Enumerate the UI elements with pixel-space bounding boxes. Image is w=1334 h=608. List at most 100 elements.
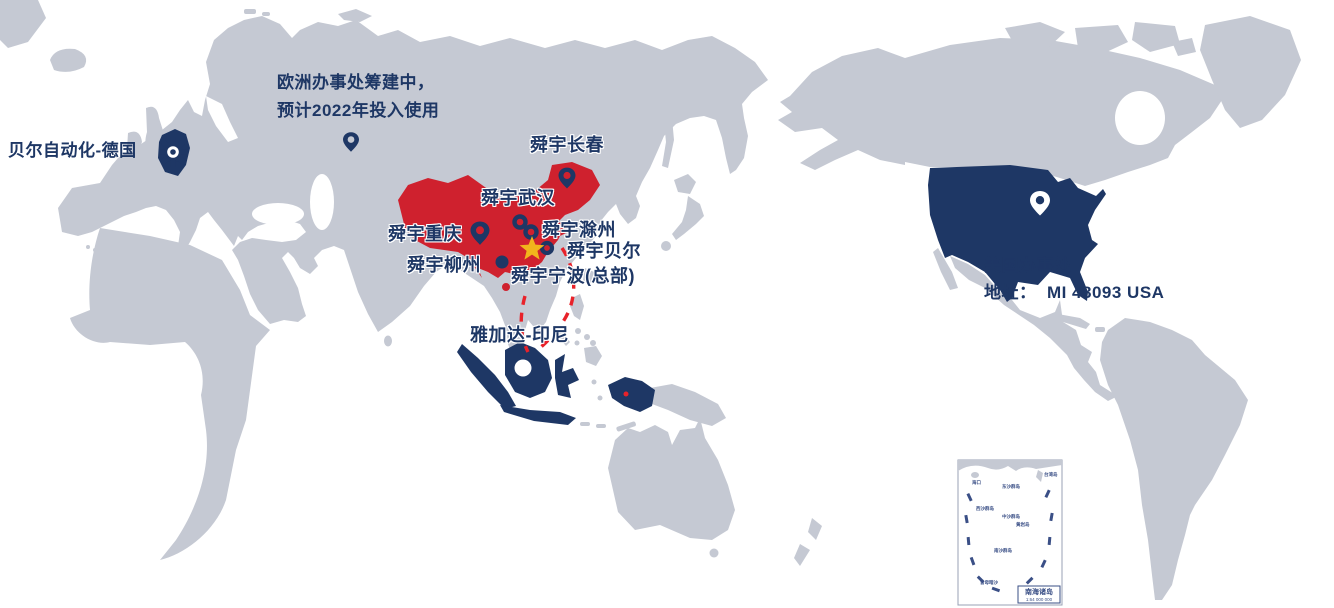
label-changchun: 舜宇长春 (530, 135, 604, 155)
inset-labels: 海口 台湾岛 东沙群岛 西沙群岛 中沙群岛 黄岩岛 南沙群岛 曾母暗沙 (972, 471, 1058, 586)
inset-frame (957, 459, 1063, 606)
landmass-greenland-edge (0, 0, 46, 48)
ring-marker-wuhan (512, 214, 528, 230)
ring-marker-chuzhou (523, 224, 539, 240)
landmass-visayas-4 (590, 340, 596, 346)
inset-label-haikou: 海口 (972, 479, 981, 486)
region-java (500, 405, 576, 425)
landmass-cuba (1058, 314, 1090, 329)
landmass-sri-lanka (384, 335, 392, 347)
landmass-timor (616, 421, 636, 432)
continent-south-america (1100, 318, 1248, 600)
label-chongqing: 舜宇重庆 (388, 224, 462, 244)
navy-countries (158, 129, 1106, 425)
label-germany-office: 贝尔自动化-德国 (8, 141, 137, 160)
label-ningbo-hq: 舜宇宁波(总部) (511, 266, 635, 286)
country-usa (928, 165, 1106, 302)
red-dot-papua (623, 391, 629, 397)
landmass-hispaniola (1095, 327, 1105, 332)
landmass-arctic-island-3 (1132, 22, 1180, 52)
region-west-papua (608, 377, 655, 412)
nine-dash-east (538, 247, 576, 350)
inset-title: 南海诸岛 (1025, 587, 1053, 596)
country-china (398, 162, 600, 278)
markers (158, 132, 1050, 377)
region-hainan (502, 283, 510, 291)
landmass-tasmania (709, 548, 719, 558)
inset-scale: 1:64 000 000 (1026, 597, 1053, 602)
landmass-maluku-1 (591, 379, 597, 385)
label-chuzhou: 舜宇滁州 (542, 220, 616, 240)
sea-carves (206, 91, 1165, 230)
sea-black (252, 203, 304, 225)
label-bell: 舜宇贝尔 (567, 241, 641, 261)
landmass-svalbard-2 (262, 12, 270, 16)
landmass-sunda-2 (596, 424, 606, 428)
inset-label-zengmu: 曾母暗沙 (980, 579, 998, 586)
landmass-canary-2 (93, 248, 97, 252)
landmass-mexico-central-america (950, 256, 1118, 401)
landmass-palawan (556, 330, 570, 346)
inset-dash-marks (964, 489, 1054, 593)
landmass-visayas-3 (574, 340, 580, 346)
country-china-group (398, 162, 600, 291)
inset-label-huangyan: 黄岩岛 (1016, 521, 1030, 528)
landmass-alaska (778, 48, 905, 170)
sea-caspian (310, 174, 334, 230)
inset-coastline (958, 460, 1062, 471)
region-sulawesi (555, 354, 579, 398)
sea-hudson-bay (1115, 91, 1165, 145)
inset-label-dongsha: 东沙群岛 (1002, 483, 1020, 490)
landmass-greenland (1200, 16, 1301, 128)
landmass-arctic-island-4 (1090, 62, 1138, 86)
circle-marker-jakarta (514, 359, 532, 377)
label-liuzhou: 舜宇柳州 (407, 255, 481, 275)
inset-label-xisha: 西沙群岛 (976, 505, 994, 512)
landmass-sakhalin (662, 118, 674, 168)
landmass-new-guinea-east (650, 384, 726, 426)
dot-marker-liuzhou (495, 255, 509, 269)
label-europe-note-line1: 欧洲办事处筹建中， (277, 73, 435, 92)
landmass-arctic-island-2 (1075, 25, 1128, 55)
inset-taiwan (1036, 470, 1043, 482)
ring-marker-bell (539, 240, 555, 256)
label-usa-address: 地址： MI 48093 USA (984, 283, 1165, 302)
landmass-mindanao (584, 346, 602, 366)
label-usa-office: 美国办事处 (984, 256, 1072, 275)
label-europe-note-line2: 预计2022年投入使用 (277, 101, 440, 120)
nine-dash-west (519, 295, 530, 353)
continent-australia (608, 418, 735, 540)
landmass-hokkaido (674, 174, 696, 194)
label-wuhan: 舜宇武汉 (481, 188, 555, 208)
inset-south-china-sea: 海口 台湾岛 东沙群岛 西沙群岛 中沙群岛 黄岩岛 南沙群岛 曾母暗沙 南海诸岛… (957, 459, 1063, 606)
continent-africa (70, 228, 270, 560)
landmass-iceland (50, 48, 87, 72)
landmass-arctic-island-1 (1005, 22, 1065, 48)
landmass-novaya-zemlya (338, 9, 372, 22)
landmass-visayas-1 (575, 328, 581, 334)
gear-icon (158, 137, 188, 167)
inset-hainan (971, 472, 979, 478)
landmass-maluku-2 (597, 395, 603, 401)
inset-title-box: 南海诸岛 1:64 000 000 (1017, 585, 1061, 604)
inset-label-nansha: 南沙群岛 (994, 547, 1012, 554)
landmass-canada (905, 38, 1222, 186)
nine-dash-line (519, 247, 576, 353)
landmass-kyushu (661, 241, 671, 251)
landmass-taiwan (583, 268, 594, 287)
region-sumatra (457, 344, 516, 409)
landmass-nz-south (794, 544, 810, 566)
landmass-honshu (672, 196, 704, 240)
landmass-ireland (127, 131, 142, 151)
landmass-svalbard (244, 9, 256, 14)
landmass-baffin-edge (1172, 38, 1196, 56)
landmass-sunda-1 (580, 422, 590, 426)
landmass-baja (933, 248, 958, 290)
landmass-visayas-2 (584, 334, 590, 340)
star-icon-ningbo-hq (519, 236, 545, 260)
sea-baltic (206, 96, 238, 142)
inset-label-zhongsha: 中沙群岛 (1002, 513, 1020, 520)
inset-label-taiwan: 台湾岛 (1044, 471, 1058, 478)
